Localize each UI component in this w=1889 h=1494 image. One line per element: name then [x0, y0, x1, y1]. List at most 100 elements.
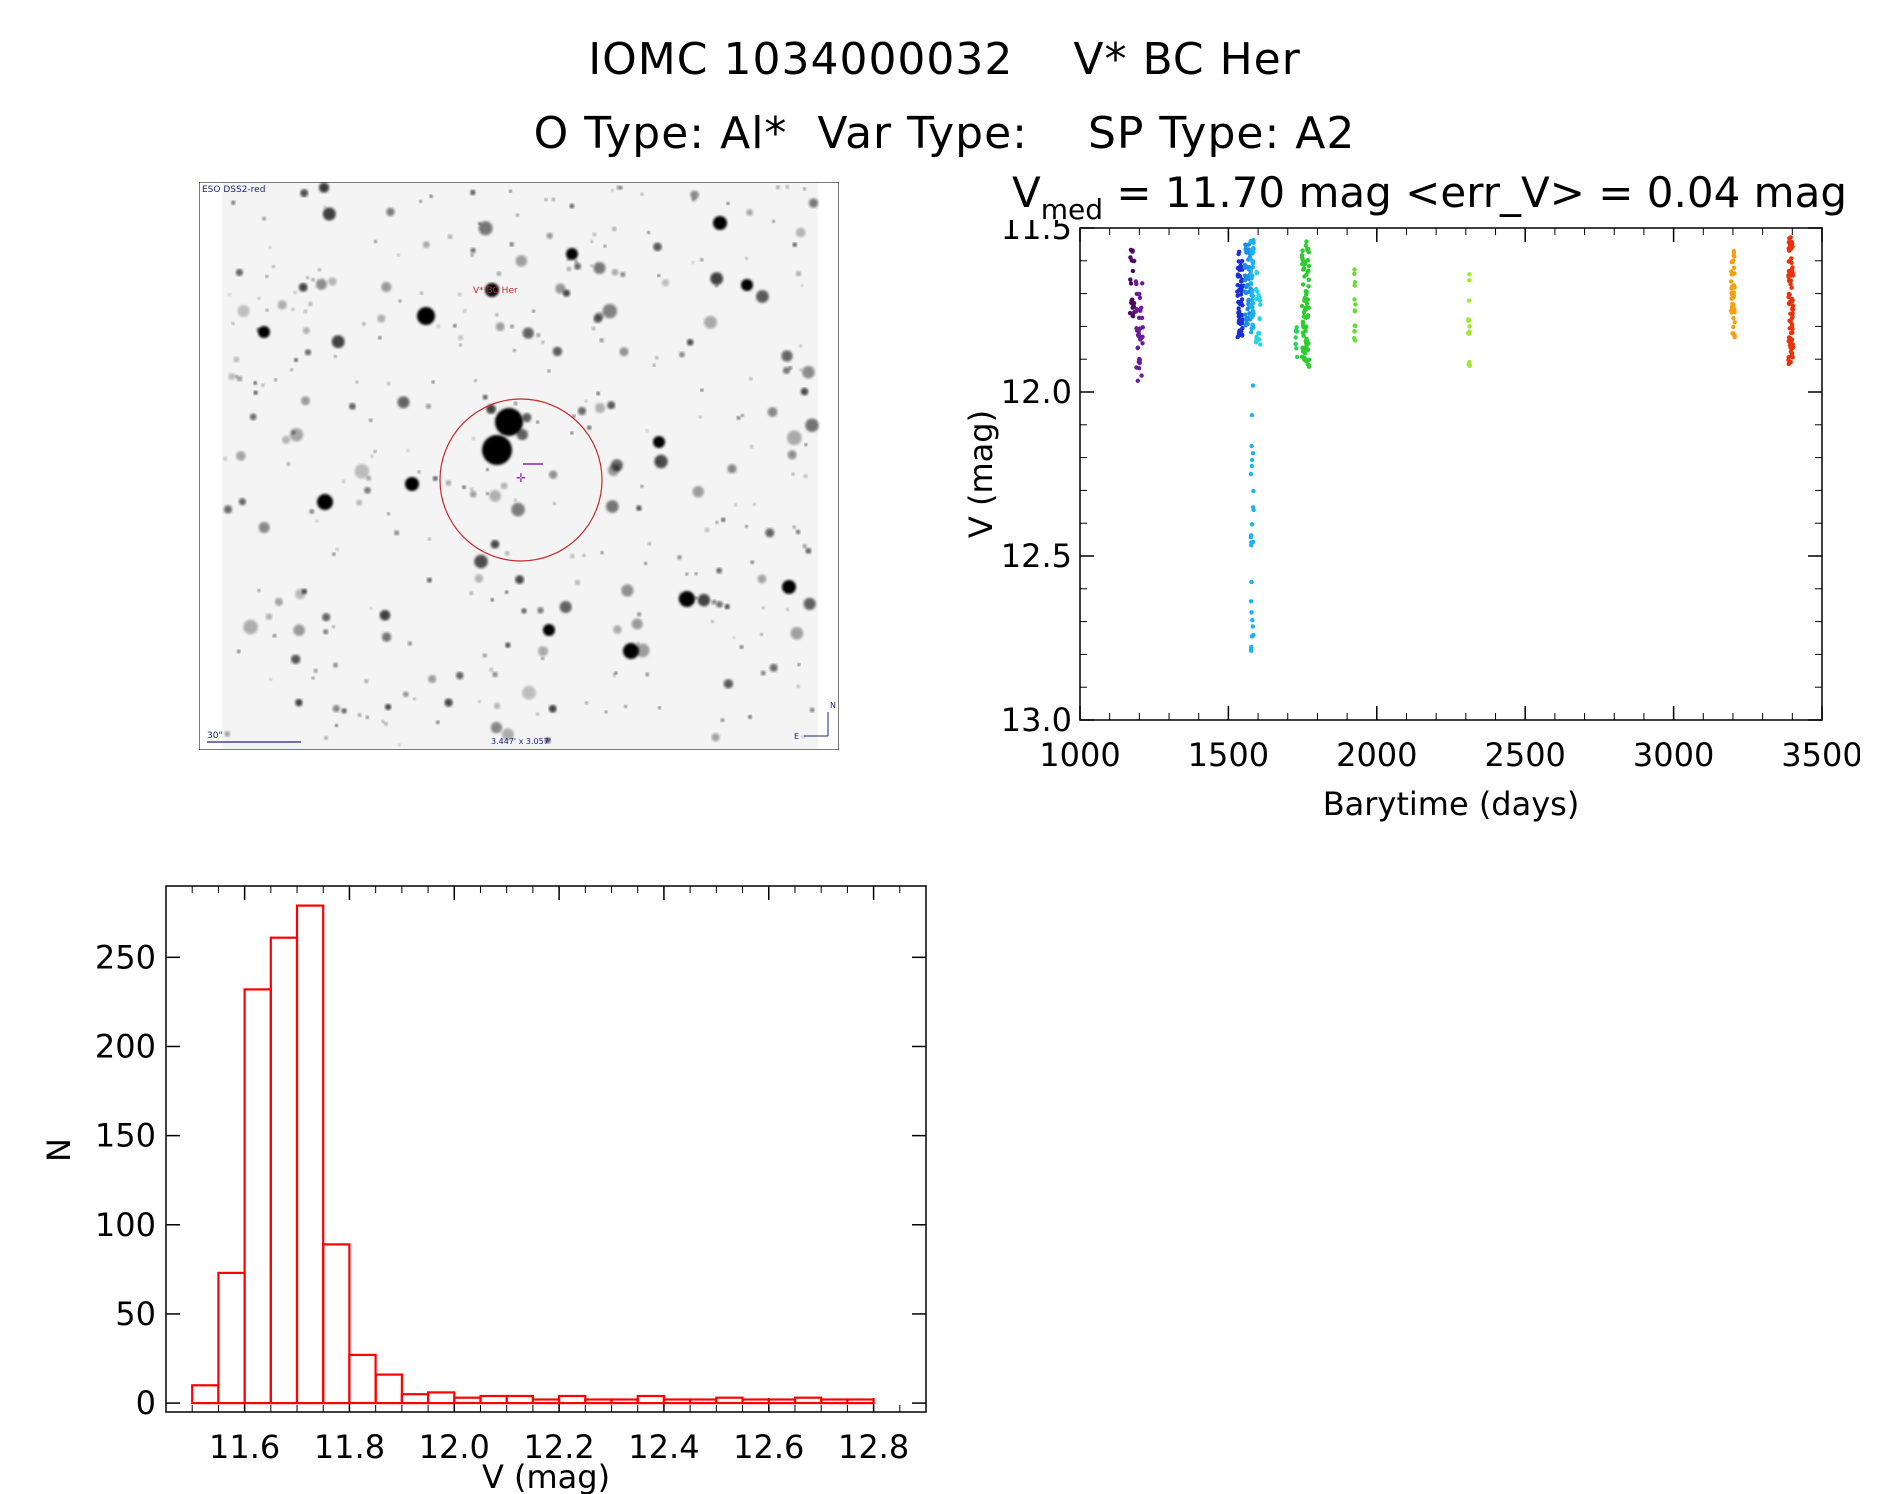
lc-point	[1244, 320, 1249, 326]
star	[685, 572, 689, 576]
star	[645, 429, 649, 433]
lc-point	[1466, 331, 1472, 336]
lc-point	[1729, 279, 1734, 284]
star	[804, 443, 808, 447]
star	[562, 289, 571, 297]
star	[552, 346, 563, 357]
star	[559, 601, 572, 613]
star	[692, 486, 704, 498]
lc-point	[1466, 317, 1472, 323]
lc-point	[1304, 272, 1309, 277]
star	[795, 227, 806, 238]
lc-point	[1788, 235, 1793, 240]
star	[253, 381, 257, 385]
star	[469, 490, 477, 498]
north-label: N	[830, 701, 836, 710]
star	[700, 388, 704, 392]
lc-point	[1352, 271, 1357, 276]
star	[290, 368, 294, 372]
star	[800, 284, 804, 287]
star	[453, 324, 457, 328]
star	[698, 415, 702, 419]
hist-xtick-label: 11.6	[209, 1428, 280, 1466]
star	[611, 268, 619, 276]
star	[510, 324, 514, 329]
star	[548, 470, 558, 479]
star	[470, 253, 474, 257]
star	[513, 498, 517, 502]
star	[291, 654, 301, 664]
star	[631, 618, 643, 630]
star	[661, 279, 670, 287]
lc-point	[1732, 335, 1737, 340]
lc-point	[1302, 325, 1308, 330]
star	[501, 728, 514, 741]
hist-bar	[531, 1398, 561, 1405]
lc-point	[1238, 263, 1243, 269]
star	[356, 499, 363, 506]
star	[657, 706, 661, 710]
star	[537, 646, 549, 657]
lc-point	[1789, 351, 1795, 356]
star	[590, 240, 594, 244]
lc-point	[1242, 289, 1248, 294]
star	[802, 544, 807, 549]
star	[699, 258, 704, 262]
lc-point	[1248, 281, 1254, 287]
star	[805, 547, 812, 554]
star	[569, 203, 575, 209]
star	[295, 698, 303, 707]
star	[544, 737, 551, 744]
star	[509, 242, 514, 247]
star	[447, 234, 453, 239]
lc-point	[1249, 522, 1255, 527]
star	[546, 232, 553, 239]
lc-point	[1238, 299, 1244, 305]
lc-point	[1303, 243, 1308, 248]
star	[298, 282, 308, 292]
lc-point	[1249, 644, 1254, 650]
star	[733, 503, 738, 507]
star	[697, 593, 711, 607]
star	[677, 555, 682, 560]
star	[522, 413, 532, 423]
star	[236, 451, 246, 461]
lc-point	[1302, 298, 1307, 303]
star	[289, 428, 304, 442]
lc-point	[1352, 267, 1357, 272]
target-crosshair: ✛	[516, 471, 526, 485]
lc-point	[1249, 443, 1254, 449]
star	[364, 487, 371, 494]
star	[612, 673, 616, 677]
star	[596, 391, 600, 396]
lc-point	[1243, 312, 1248, 317]
lc-point	[1352, 329, 1357, 334]
lc-point	[1258, 342, 1263, 347]
star	[496, 271, 502, 276]
lc-point	[1133, 279, 1139, 284]
star	[243, 619, 258, 635]
star	[582, 554, 586, 558]
lc-point	[1254, 338, 1259, 343]
star	[574, 259, 578, 264]
star	[711, 620, 715, 623]
lc-point	[1238, 292, 1244, 297]
star	[647, 231, 651, 235]
lc-point	[1237, 329, 1242, 334]
star	[291, 430, 296, 435]
lc-point	[1249, 634, 1255, 639]
star	[720, 718, 725, 723]
hist-bar	[688, 1398, 718, 1405]
star	[262, 216, 266, 221]
lc-point	[1787, 343, 1793, 348]
star	[724, 604, 730, 610]
lc-ytick-label: 13.0	[1001, 701, 1072, 739]
hist-xtick-label: 12.8	[838, 1428, 909, 1466]
star	[756, 290, 769, 303]
star	[265, 274, 269, 278]
lc-point	[1790, 326, 1795, 332]
star	[457, 335, 464, 341]
star	[781, 350, 793, 362]
star	[515, 255, 528, 267]
star	[721, 517, 726, 522]
